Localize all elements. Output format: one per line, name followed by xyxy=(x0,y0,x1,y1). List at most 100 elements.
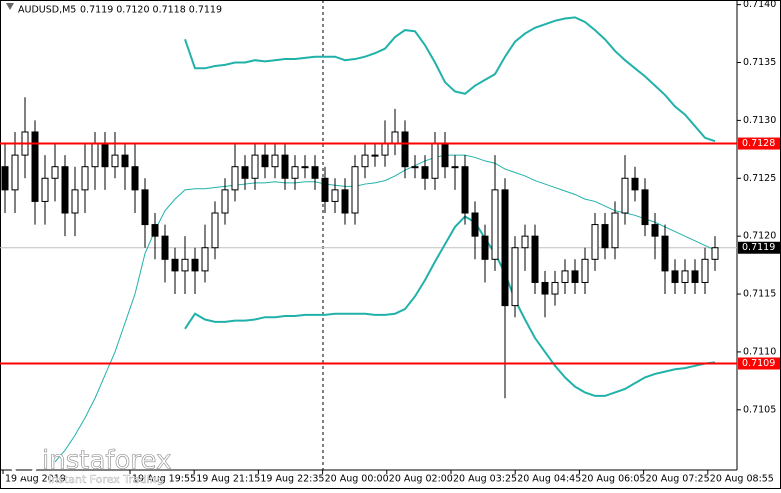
candle-body xyxy=(351,166,359,214)
candle-body xyxy=(601,224,609,249)
bollinger-band xyxy=(184,215,716,397)
candle-body xyxy=(381,143,389,156)
candle-body xyxy=(641,189,649,226)
x-tick-label: 20 Aug 07:25 xyxy=(646,474,710,485)
candle-body xyxy=(521,235,529,249)
candle-body xyxy=(481,235,489,260)
y-tick-label: 0.7130 xyxy=(743,115,776,126)
candle-body xyxy=(651,224,659,237)
level-tag xyxy=(738,137,780,150)
candle-body xyxy=(391,131,399,145)
candle-body xyxy=(301,166,309,169)
y-tick-label: 0.7110 xyxy=(743,346,776,357)
candle-body xyxy=(701,258,709,283)
candle-body xyxy=(491,189,499,260)
candle-body xyxy=(681,270,689,283)
candle-body xyxy=(101,143,109,168)
y-tick-label: 0.7140 xyxy=(743,0,776,10)
logo: instaforex Instant Forex Trading xyxy=(9,445,172,486)
candle-body xyxy=(181,258,189,272)
candle-body xyxy=(51,166,59,179)
candle-body xyxy=(201,247,209,272)
y-tick-label: 0.7125 xyxy=(743,173,776,184)
bollinger-band xyxy=(184,16,716,143)
bollinger-band xyxy=(54,154,716,463)
x-tick-label: 20 Aug 06:05 xyxy=(581,474,645,485)
candle-body xyxy=(41,177,49,202)
candle-body xyxy=(71,189,79,214)
x-tick-label: 19 Aug 2019 xyxy=(5,474,66,485)
level-label: 0.7128 xyxy=(742,138,775,149)
axes: 0.7105 0.7110 0.7115 0.7120 0.7125 0.7130 0.71… xyxy=(2,0,780,485)
candle-body xyxy=(361,154,369,168)
candle-body xyxy=(421,166,429,179)
candle-body xyxy=(631,177,639,191)
candle-body xyxy=(231,166,239,191)
x-tick-label: 19 Aug 19:55 xyxy=(132,474,196,485)
candle-body xyxy=(471,212,479,237)
candle-body xyxy=(81,166,89,191)
candle-body xyxy=(541,281,549,295)
candle-body xyxy=(561,270,569,283)
quote: 0.7119 0.7120 0.7118 0.7119 xyxy=(80,5,222,16)
candle-body xyxy=(331,189,339,202)
x-tick-label: 19 Aug 21:15 xyxy=(196,474,260,485)
candle-body xyxy=(551,281,559,295)
y-tick-label: 0.7135 xyxy=(743,57,776,68)
candle-body xyxy=(321,177,329,202)
candle-body xyxy=(251,154,259,179)
x-tick-label: 20 Aug 03:25 xyxy=(453,474,517,485)
candle-body xyxy=(191,258,199,272)
logo-icon xyxy=(9,447,39,477)
symbol: AUDUSD,M5 xyxy=(18,5,76,16)
x-tick-label: 19 Aug 22:35 xyxy=(260,474,324,485)
candle-body xyxy=(501,189,509,307)
candle-body xyxy=(121,154,129,168)
symbol-icon xyxy=(6,3,14,10)
candle-body xyxy=(431,143,439,179)
current-price-tag xyxy=(738,241,780,254)
candle-body xyxy=(691,270,699,283)
candle-body xyxy=(401,131,409,168)
candle-body xyxy=(611,212,619,249)
candle-body xyxy=(221,189,229,214)
candle-body xyxy=(591,224,599,260)
candle-body xyxy=(441,143,449,168)
candle-body xyxy=(411,166,419,169)
candle-body xyxy=(661,235,669,272)
candle-body xyxy=(311,166,319,179)
candle-body xyxy=(261,154,269,168)
candle-body xyxy=(211,212,219,249)
level-label: 0.7109 xyxy=(742,358,775,369)
plot-area xyxy=(0,16,737,463)
y-tick-label: 0.7105 xyxy=(743,404,776,415)
candle-body xyxy=(281,154,289,179)
candle-body xyxy=(151,224,159,237)
candle-body xyxy=(671,270,679,283)
candle-body xyxy=(461,166,469,214)
candle-body xyxy=(291,166,299,179)
logo-icon-dot xyxy=(19,457,29,467)
candle-body xyxy=(61,166,69,214)
x-tick-label: 20 Aug 04:45 xyxy=(517,474,581,485)
candle-body xyxy=(581,258,589,283)
candle-body xyxy=(341,189,349,214)
candle-body xyxy=(141,189,149,226)
y-tick-label: 0.7120 xyxy=(743,231,776,242)
candle-body xyxy=(131,166,139,191)
current-price-label: 0.7119 xyxy=(742,242,775,253)
candle-body xyxy=(621,177,629,214)
watermark-sub: Instant Forex Trading xyxy=(48,473,164,486)
candle-body xyxy=(531,235,539,283)
x-tick-label: 20 Aug 08:55 xyxy=(710,474,774,485)
candle-body xyxy=(511,247,519,307)
candle-body xyxy=(271,154,279,168)
candle-body xyxy=(571,270,579,283)
candle-body xyxy=(371,154,379,157)
candle-body xyxy=(451,166,459,169)
candle-body xyxy=(1,166,9,191)
candle-body xyxy=(11,154,19,191)
candle-body xyxy=(91,143,99,168)
candle-body xyxy=(711,247,719,260)
